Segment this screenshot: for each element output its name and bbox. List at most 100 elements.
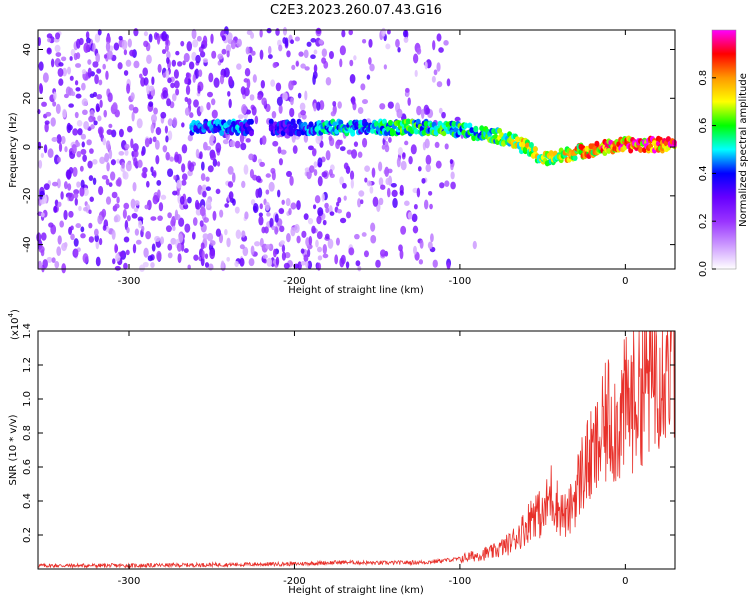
spectrogram-noise-cell [349,170,355,181]
spectrogram-noise-cell [264,201,270,211]
spectrogram-noise-cell [70,225,74,231]
spectrogram-noise-cell [277,189,281,198]
spectrogram-noise-cell [110,171,116,181]
spectrogram-ridge-cell [213,127,219,134]
spectrogram-noise-cell [308,145,314,151]
spectrogram-noise-cell [194,199,200,210]
spectrogram-noise-cell [123,236,130,243]
spectrogram-y-tick-label: 20 [22,92,33,105]
spectrogram-noise-cell [219,209,224,218]
spectrogram-noise-cell [339,146,346,152]
spectrogram-noise-cell [200,242,205,250]
spectrogram-noise-cell [116,158,120,164]
spectrogram-noise-cell [172,225,176,232]
spectrogram-noise-cell [289,107,295,118]
snr-y-label: SNR (10 * v/v) [8,414,19,485]
spectrogram-noise-cell [407,97,411,106]
spectrogram-noise-cell [144,204,150,210]
spectrogram-noise-cell [449,159,454,165]
snr-y-tick-label: 0.8 [22,425,33,441]
spectrogram-noise-cell [83,206,89,212]
spectrogram-noise-cell [436,33,442,42]
spectrogram-noise-cell [439,182,445,189]
spectrogram-noise-cell [288,208,292,216]
spectrogram-noise-cell [360,199,364,205]
spectrogram-noise-cell [316,231,323,240]
spectrogram-noise-cell [143,77,149,86]
spectrogram-noise-cell [221,48,227,55]
spectrogram-noise-cell [370,234,377,244]
spectrogram-noise-cell [54,44,61,53]
spectrogram-noise-cell [438,47,444,53]
spectrogram-noise-cell [96,94,103,100]
spectrogram-noise-cell [297,92,302,99]
spectrogram-noise-cell [281,199,285,205]
spectrogram-noise-cell [311,225,316,234]
spectrogram-noise-cell [82,109,88,116]
spectrogram-ridge-cell [606,147,612,154]
spectrogram-ridge-cell [441,130,447,137]
spectrogram-noise-cell [254,115,259,125]
spectrogram-noise-cell [89,148,94,154]
spectrogram-noise-cell [391,189,398,198]
spectrogram-ridge-cell [532,146,538,153]
spectrogram-noise-cell [424,199,429,210]
spectrogram-noise-cell [85,31,90,39]
spectrogram-noise-cell [195,54,201,64]
spectrogram-noise-cell [334,254,339,265]
spectrogram-noise-cell [430,233,434,243]
spectrogram-noise-cell [189,112,194,119]
spectrogram-noise-cell [251,106,257,116]
spectrogram-noise-cell [71,91,76,97]
spectrogram-noise-cell [61,263,67,274]
spectrogram-noise-cell [369,186,374,194]
snr-x-tick-label: -200 [283,576,306,587]
spectrogram-noise-cell [89,93,95,99]
spectrogram-noise-cell [108,149,113,160]
spectrogram-noise-cell [266,212,271,217]
spectrogram-noise-cell [199,105,204,113]
spectrogram-noise-cell [314,195,321,204]
spectrogram-noise-cell [59,220,64,228]
spectrogram-noise-cell [368,57,372,65]
spectrogram-noise-cell [90,124,95,130]
spectrogram-noise-cell [250,245,255,256]
spectrogram-noise-cell [176,179,183,189]
snr-line [37,330,676,570]
spectrogram-noise-cell [305,260,309,268]
svg-text:(x104): (x104) [7,309,21,340]
spectrogram-noise-cell [93,228,99,237]
spectrogram-noise-cell [304,66,310,71]
spectrogram-cells [36,26,677,274]
spectrogram-ridge-cell [572,154,578,161]
spectrogram-noise-cell [151,243,156,252]
spectrogram-noise-cell [257,94,263,101]
spectrogram-noise-cell [404,87,410,93]
spectrogram-noise-cell [317,176,323,187]
spectrogram-noise-cell [304,167,311,173]
spectrogram-noise-cell [357,198,362,208]
spectrogram-noise-cell [267,54,273,60]
spectrogram-noise-cell [416,105,422,116]
spectrogram-noise-cell [208,72,214,83]
spectrogram-noise-cell [306,41,312,47]
spectrogram-noise-cell [313,49,318,55]
spectrogram-noise-cell [165,69,170,80]
colorbar-gradient [711,29,737,270]
spectrogram-noise-cell [348,247,355,256]
spectrogram-noise-cell [113,215,118,223]
spectrogram-noise-cell [40,199,45,205]
spectrogram-noise-cell [327,238,334,249]
spectrogram-noise-cell [387,29,391,35]
spectrogram-noise-cell [170,237,177,245]
spectrogram-noise-cell [410,144,417,155]
spectrogram-noise-cell [69,75,74,81]
spectrogram-noise-cell [345,261,350,269]
spectrogram-noise-cell [343,195,347,201]
spectrogram-noise-cell [56,156,61,163]
spectrogram-noise-cell [282,26,288,36]
spectrogram-noise-cell [60,135,66,145]
spectrogram-noise-cell [55,32,61,40]
spectrogram-noise-cell [48,222,54,228]
spectrogram-noise-cell [104,152,110,163]
